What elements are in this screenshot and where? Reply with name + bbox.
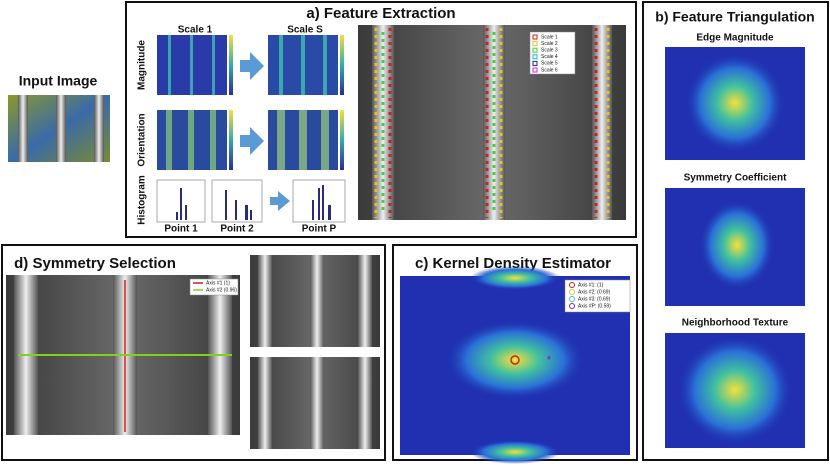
- legend-label: Axis #3: (0.69): [578, 296, 611, 302]
- row-label: Orientation: [137, 113, 148, 166]
- panel-d-frame: [1, 244, 386, 461]
- legend-label: Scale 1: [541, 34, 558, 40]
- legend-label: Scale 3: [541, 48, 558, 54]
- legend-swatch: [569, 289, 575, 295]
- legend-label: Scale 6: [541, 67, 558, 73]
- svg-text:*: *: [547, 353, 552, 367]
- point-label: Point 1: [164, 224, 198, 235]
- panel-b-frame: [642, 1, 829, 461]
- histograms: [156, 179, 346, 223]
- legend-swatch: [569, 296, 575, 302]
- panel-a-title: a) Feature Extraction: [306, 5, 455, 22]
- legend-swatch: [569, 282, 575, 288]
- legend-label: Axis #P: (0.59): [578, 303, 611, 309]
- legend-label: Axis #2: (0.69): [578, 289, 611, 295]
- point-label: Point 2: [220, 224, 254, 235]
- legend-label: Axis #1: (1): [578, 282, 604, 288]
- legend-swatch: [569, 303, 575, 309]
- row-label: Histogram: [137, 175, 148, 225]
- column-label: Scale S: [287, 25, 323, 36]
- panel-d-title: d) Symmetry Selection: [14, 255, 176, 272]
- map-title: Neighborhood Texture: [682, 318, 789, 329]
- heatmaps: [157, 35, 344, 211]
- map-title: Symmetry Coefficient: [684, 173, 787, 184]
- feature-image: [358, 25, 626, 220]
- panel-b-title: b) Feature Triangulation: [655, 9, 814, 25]
- legend-label: Axis #2 (0.96): [206, 287, 237, 293]
- column-label: Scale 1: [178, 25, 213, 36]
- point-label: Point P: [302, 224, 337, 235]
- legend-swatch: [532, 67, 538, 73]
- legend-label: Scale 5: [541, 61, 558, 67]
- legend-swatch: [532, 34, 538, 40]
- legend-swatch: [532, 60, 538, 66]
- map-title: Edge Magnitude: [696, 33, 774, 44]
- panel-c-title: c) Kernel Density Estimator: [415, 255, 611, 272]
- legend-swatch: [532, 41, 538, 47]
- input-image: [8, 95, 110, 162]
- row-label: Magnitude: [137, 40, 148, 90]
- legend-swatch: [532, 54, 538, 60]
- legend-label: Scale 4: [541, 54, 558, 60]
- selection-images: [6, 255, 380, 449]
- input-title: Input Image: [19, 73, 98, 89]
- panel-a-frame: [125, 1, 637, 238]
- legend-label: Scale 2: [541, 41, 558, 47]
- legend-swatch: [532, 47, 538, 53]
- map-images: [665, 47, 805, 448]
- density-image: *: [400, 266, 631, 464]
- legend-label: Axis #1 (1): [206, 280, 230, 286]
